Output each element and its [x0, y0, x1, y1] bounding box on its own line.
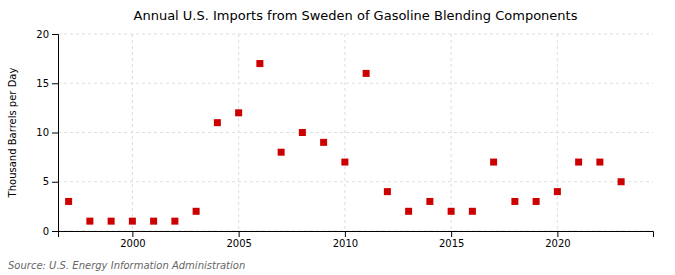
plot-area: 2000 2005 2010 2015 2020 0 5 10 15 20 — [36, 29, 653, 249]
tick-mark — [52, 83, 58, 84]
axis-line — [52, 35, 59, 232]
tick-mark — [52, 34, 58, 35]
tick: 2000 — [120, 231, 145, 249]
point — [469, 208, 476, 215]
point — [171, 218, 178, 225]
point — [405, 208, 412, 215]
tick-mark — [52, 182, 58, 183]
grid — [58, 34, 653, 231]
point — [299, 129, 306, 136]
chart: 2000 2005 2010 2015 2020 0 5 10 15 20 Annual U.S. … — [0, 0, 675, 275]
tick-mark — [451, 231, 452, 237]
tick: 20 — [36, 29, 58, 40]
tick: 15 — [36, 78, 58, 89]
point — [533, 198, 540, 205]
source: Source: U.S. Energy Information Administ… — [8, 260, 245, 271]
point — [278, 149, 285, 156]
tick: 2010 — [333, 231, 358, 249]
tick-mark — [345, 231, 346, 237]
tick: 2015 — [439, 231, 464, 249]
x-axis: 2000 2005 2010 2015 2020 — [59, 231, 654, 249]
tick-label: 2020 — [545, 238, 570, 249]
tick: 2020 — [545, 231, 570, 249]
y-axis: 0 5 10 15 20 — [36, 29, 58, 237]
tick-mark — [239, 231, 240, 237]
point — [193, 208, 200, 215]
grid-line — [132, 34, 133, 231]
point — [256, 60, 263, 67]
point — [384, 188, 391, 195]
tick-mark — [132, 231, 133, 237]
grid-line — [58, 83, 653, 84]
tick-label: 0 — [43, 226, 49, 237]
grid-line — [557, 34, 558, 231]
point — [214, 119, 221, 126]
point — [363, 70, 370, 77]
grid-line — [238, 34, 239, 231]
point — [150, 218, 157, 225]
grid-line — [344, 34, 345, 231]
point — [596, 159, 603, 166]
tick-label: 2000 — [120, 238, 145, 249]
y-axis-title: Thousand Barrels per Day — [7, 68, 18, 199]
tick-label: 5 — [43, 176, 49, 187]
point — [65, 198, 72, 205]
point — [575, 159, 582, 166]
tick-label: 20 — [36, 29, 49, 40]
axis-line — [59, 232, 654, 238]
tick: 2005 — [226, 231, 251, 249]
point — [129, 218, 136, 225]
point — [490, 159, 497, 166]
tick: 5 — [43, 176, 58, 187]
tick-mark — [557, 231, 558, 237]
tick-mark — [52, 231, 58, 232]
point — [86, 218, 93, 225]
point — [554, 188, 561, 195]
point — [426, 198, 433, 205]
grid-line — [451, 34, 452, 231]
tick-label: 10 — [36, 127, 49, 138]
tick-label: 2010 — [333, 238, 358, 249]
tick-label: 2005 — [226, 238, 251, 249]
tick-label: 15 — [36, 78, 49, 89]
point — [108, 218, 115, 225]
point — [341, 159, 348, 166]
point — [235, 109, 242, 116]
tick: 10 — [36, 127, 58, 138]
grid-line — [58, 132, 653, 133]
grid-line — [58, 34, 653, 35]
tick-mark — [52, 133, 58, 134]
grid-line — [58, 181, 653, 182]
point — [618, 178, 625, 185]
title: Annual U.S. Imports from Sweden of Gasol… — [134, 8, 578, 23]
tick: 0 — [43, 226, 58, 237]
point — [511, 198, 518, 205]
tick-label: 2015 — [439, 238, 464, 249]
point — [320, 139, 327, 146]
points — [65, 60, 625, 225]
point — [448, 208, 455, 215]
